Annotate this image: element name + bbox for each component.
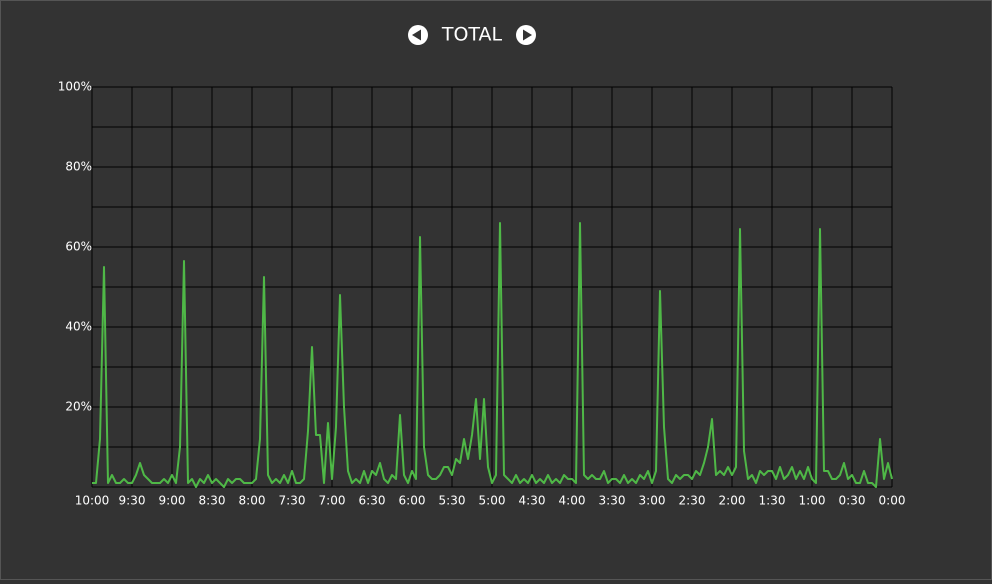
x-tick-label: 3:30 [599, 494, 626, 508]
y-tick-label: 60% [65, 240, 92, 254]
x-tick-label: 1:30 [759, 494, 786, 508]
x-tick-label: 7:00 [319, 494, 346, 508]
x-tick-label: 2:00 [719, 494, 746, 508]
data-line [92, 222, 893, 488]
x-tick-label: 0:00 [879, 494, 906, 508]
y-tick-label: 100% [58, 80, 92, 94]
chart-title: TOTAL [441, 24, 503, 46]
x-tick-label: 5:00 [479, 494, 506, 508]
x-tick-label: 6:00 [399, 494, 426, 508]
x-tick-label: 4:30 [519, 494, 546, 508]
x-tick-label: 3:00 [639, 494, 666, 508]
x-tick-label: 9:00 [159, 494, 186, 508]
next-arrow [523, 29, 532, 41]
x-tick-label: 7:30 [279, 494, 306, 508]
prev-arrow [412, 29, 421, 41]
x-tick-label: 8:00 [239, 494, 266, 508]
y-tick-label: 40% [65, 320, 92, 334]
x-tick-label: 8:30 [199, 494, 226, 508]
x-tick-label: 0:30 [839, 494, 866, 508]
x-tick-label: 5:30 [439, 494, 466, 508]
y-tick-label: 20% [65, 400, 92, 414]
x-tick-label: 2:30 [679, 494, 706, 508]
x-tick-label: 9:30 [119, 494, 146, 508]
x-tick-label: 4:00 [559, 494, 586, 508]
prev-button[interactable] [408, 25, 428, 45]
next-button[interactable] [516, 25, 536, 45]
x-tick-label: 6:30 [359, 494, 386, 508]
x-tick-label: 10:00 [75, 494, 110, 508]
y-tick-label: 80% [65, 160, 92, 174]
x-tick-label: 1:00 [799, 494, 826, 508]
